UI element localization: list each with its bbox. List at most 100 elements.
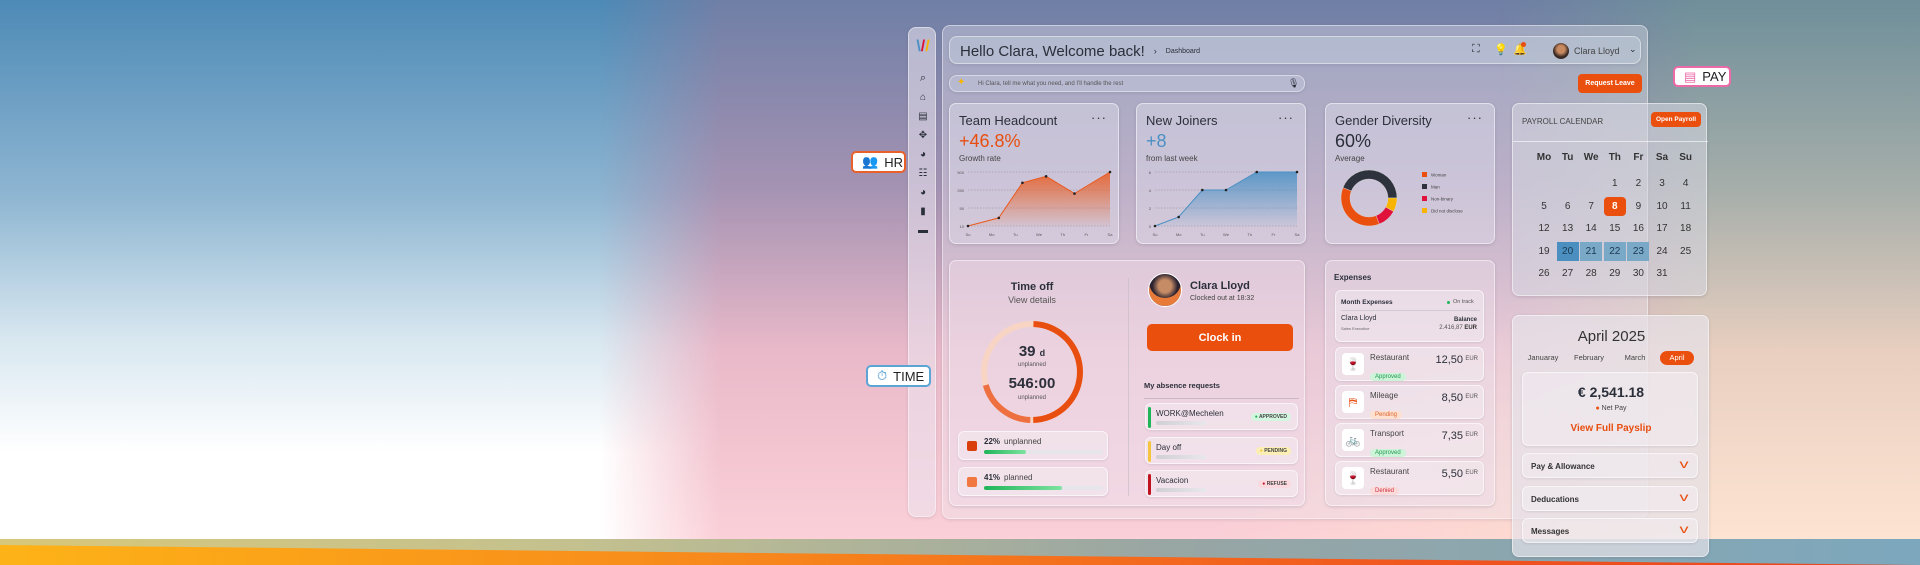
- calendar-day[interactable]: 28: [1585, 268, 1597, 279]
- calendar-day[interactable]: 4: [1682, 178, 1689, 189]
- legend-label: Did not disclose: [1431, 209, 1463, 214]
- calendar-day[interactable]: 17: [1656, 223, 1668, 234]
- month-expenses-box: Month Expenses On track Clara Lloyd Sale…: [1335, 290, 1484, 342]
- y-tick-label: 0: [1149, 224, 1152, 229]
- month-tab[interactable]: April: [1660, 351, 1694, 365]
- microphone-icon[interactable]: 🎙: [1288, 78, 1300, 88]
- data-point: [1044, 175, 1048, 178]
- calendar-day[interactable]: 10: [1656, 200, 1668, 212]
- calendar-day[interactable]: 7: [1588, 200, 1594, 212]
- timeoff-ring: [981, 321, 1083, 423]
- view-payslip-link[interactable]: View Full Payslip: [1570, 423, 1652, 434]
- bicycle-icon: 🚲: [1342, 429, 1364, 451]
- clock-in-button[interactable]: Clock in: [1147, 324, 1293, 351]
- expense-amount: 8,50: [1441, 392, 1463, 404]
- absence-request[interactable]: Vacacion ● REFUSE: [1145, 470, 1298, 497]
- calendar-day[interactable]: 6: [1564, 200, 1571, 212]
- profile-photo: [1148, 273, 1182, 307]
- stopwatch-icon: ⏱: [877, 368, 888, 383]
- month-tab[interactable]: February: [1573, 353, 1604, 362]
- lightbulb-icon[interactable]: 💡: [1494, 44, 1508, 56]
- pie-chart-icon[interactable]: ◕: [919, 149, 927, 160]
- more-icon[interactable]: ···: [1091, 110, 1107, 125]
- calendar-day[interactable]: 15: [1609, 223, 1621, 234]
- expense-item[interactable]: ⛿ Mileage Pending 8,50 EUR: [1335, 385, 1484, 419]
- time-badge[interactable]: ⏱ TIME: [866, 365, 931, 387]
- joiners-chart: 0 2 4 6 Su Mo Tu We Th Fr Sa: [1149, 170, 1300, 237]
- absence-request[interactable]: Day off ● PENDING: [1145, 436, 1298, 464]
- x-tick-label: Su: [966, 232, 971, 237]
- hr-badge[interactable]: 👥 HR: [851, 151, 906, 173]
- calendar-day[interactable]: 31: [1656, 268, 1668, 279]
- search-icon[interactable]: ⌕: [919, 72, 927, 84]
- accordion-section[interactable]: Pay & Allowance v: [1522, 453, 1698, 478]
- pay-badge[interactable]: ▤ PAY: [1673, 66, 1731, 87]
- assistant-input[interactable]: ✦ Hi Clara, tell me what you need, and I…: [949, 75, 1305, 92]
- y-tick-label: 50: [960, 206, 965, 211]
- chevron-down-icon[interactable]: ⌄: [1629, 44, 1637, 54]
- area-fill: [1155, 172, 1297, 226]
- user-chart-icon[interactable]: ◕: [919, 187, 927, 198]
- view-details-link[interactable]: View details: [1008, 295, 1056, 305]
- calendar-day[interactable]: 23: [1627, 241, 1650, 261]
- bell-icon[interactable]: 🔔: [1513, 44, 1527, 56]
- y-tick-label: 6: [1149, 170, 1152, 175]
- area-fill: [968, 172, 1110, 226]
- calendar-day[interactable]: 19: [1538, 245, 1550, 257]
- expense-name: Restaurant: [1370, 353, 1410, 362]
- checklist-icon[interactable]: ☷: [918, 168, 928, 179]
- ticket-icon[interactable]: ▬: [918, 225, 928, 236]
- calendar-day[interactable]: 9: [1635, 200, 1642, 212]
- net-pay-amount: € 2,541.18: [1577, 384, 1645, 400]
- expense-item[interactable]: 🚲 Transport Approved 7,35 EUR: [1335, 423, 1484, 457]
- calendar-day[interactable]: 5: [1541, 200, 1547, 212]
- calendar-day[interactable]: 22: [1603, 241, 1626, 261]
- document-icon[interactable]: ▮: [920, 206, 926, 217]
- net-pay-label: ● Net Pay: [1595, 405, 1627, 412]
- calendar-day[interactable]: 14: [1585, 223, 1597, 234]
- calendar-day[interactable]: 16: [1632, 223, 1644, 234]
- calendar-day[interactable]: 12: [1538, 223, 1550, 234]
- absence-title: My absence requests: [1144, 381, 1220, 390]
- calendar-day[interactable]: 18: [1680, 223, 1692, 234]
- calendar-day[interactable]: 24: [1656, 245, 1668, 257]
- calendar-day[interactable]: 2: [1635, 178, 1642, 189]
- calendar-day[interactable]: 25: [1680, 245, 1692, 257]
- calendar-day[interactable]: 29: [1609, 268, 1621, 279]
- absence-request[interactable]: WORK@Mechelen ● APPROVED: [1145, 403, 1298, 430]
- move-icon[interactable]: ✥: [918, 130, 928, 141]
- calendar-day[interactable]: 13: [1562, 223, 1574, 234]
- calendar-day[interactable]: 3: [1659, 178, 1665, 189]
- calendar-day[interactable]: 20: [1556, 241, 1579, 261]
- expense-item[interactable]: 🍷 Restaurant Approved 12,50 EUR: [1335, 347, 1484, 381]
- calendar-day[interactable]: 8: [1603, 196, 1626, 216]
- calendar-day[interactable]: 11: [1680, 200, 1691, 212]
- logo: \//: [916, 38, 930, 55]
- more-icon[interactable]: ···: [1467, 110, 1483, 125]
- timeoff-title: Time off: [1010, 281, 1054, 293]
- calendar-day[interactable]: 27: [1562, 268, 1574, 279]
- ring-segment: [981, 321, 1083, 423]
- accordion-section[interactable]: Deducations v: [1522, 485, 1698, 511]
- home-icon[interactable]: ⌂: [919, 92, 927, 103]
- notification-dot: [1521, 42, 1526, 47]
- fullscreen-icon[interactable]: ⛶: [1472, 43, 1480, 55]
- open-payroll-button[interactable]: Open Payroll: [1651, 112, 1701, 127]
- book-icon[interactable]: ▤: [918, 111, 928, 122]
- calendar-day[interactable]: 1: [1612, 178, 1618, 189]
- avatar[interactable]: [1553, 43, 1569, 59]
- currency: EUR: [1465, 356, 1478, 362]
- user-name[interactable]: Clara Lloyd: [1574, 46, 1620, 56]
- data-point: [966, 224, 970, 228]
- calendar-day[interactable]: 21: [1580, 241, 1603, 261]
- accordion-section[interactable]: Messages v: [1522, 518, 1698, 543]
- month-tab[interactable]: Januaray: [1527, 353, 1559, 362]
- calendar-day[interactable]: 30: [1632, 268, 1644, 279]
- x-tick-label: Sa: [1108, 232, 1114, 237]
- more-icon[interactable]: ···: [1278, 110, 1294, 125]
- breadcrumb[interactable]: Dashboard: [1165, 47, 1201, 55]
- calendar-day[interactable]: 26: [1538, 268, 1550, 279]
- request-leave-button[interactable]: Request Leave: [1578, 74, 1642, 93]
- month-tab[interactable]: March: [1624, 353, 1646, 362]
- expense-item[interactable]: 🍷 Restaurant Denied 5,50 EUR: [1335, 461, 1484, 495]
